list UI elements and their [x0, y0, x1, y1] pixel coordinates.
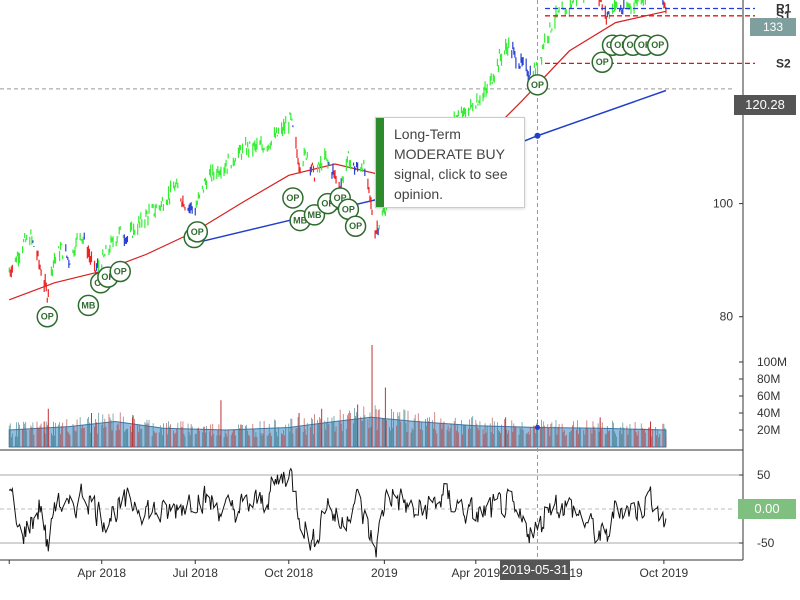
volume-cursor-dot	[534, 424, 540, 430]
signal-label-9: MB	[307, 210, 321, 220]
signal-label-6: OP	[191, 227, 204, 237]
signal-tooltip-accent	[376, 118, 384, 207]
price-axis-label-1: 100	[713, 197, 733, 211]
signal-circle-4[interactable]	[109, 260, 131, 283]
tooltip-line-4: opinion.	[394, 186, 444, 202]
signal-label-0: OP	[41, 312, 54, 322]
short-moving-average	[9, 10, 667, 301]
signal-circle-13[interactable]	[344, 215, 367, 237]
last-price-flag: 120.28	[734, 95, 796, 115]
x-axis-label-1: Apr 2018	[77, 566, 126, 580]
signal-label-4: OP	[114, 266, 127, 276]
signal-circle-1[interactable]	[77, 294, 100, 317]
signal-label-20: OP	[651, 40, 664, 50]
signal-marker-7: OP	[282, 187, 304, 209]
signal-tooltip-text: Long-Term MODERATE BUY signal, click to …	[394, 124, 520, 204]
level-label-r1: R1	[776, 1, 792, 15]
oscillator-axis-label-1: -50	[757, 536, 775, 550]
signal-circle-20[interactable]	[646, 34, 669, 56]
cursor-date-flag: 2019-05-31	[500, 560, 570, 580]
oscillator-axis-label-0: 50	[757, 468, 771, 482]
signal-label-1: MB	[81, 300, 95, 310]
signal-label-3: OP	[101, 272, 114, 282]
signal-label-8: MB	[293, 216, 307, 226]
signal-label-11: OP	[334, 193, 347, 203]
signal-label-17: OP	[614, 40, 627, 50]
signal-marker-4: OP	[109, 260, 131, 283]
signal-marker-14: OP	[526, 74, 549, 96]
price-axis-label-0: 80	[720, 310, 734, 324]
tooltip-line-2: MODERATE BUY	[394, 146, 505, 162]
signal-circle-7[interactable]	[282, 187, 304, 209]
signal-label-7: OP	[286, 193, 299, 203]
volume-axis-label-0: 100M	[757, 355, 787, 369]
signal-circle-6[interactable]	[186, 221, 209, 243]
volume-axis-label-4: 20M	[757, 423, 780, 437]
signal-marker-13: OP	[344, 215, 367, 237]
signal-label-18: OP	[627, 40, 640, 50]
oscillator-value-flag: 0.00	[738, 499, 796, 519]
signal-marker-1: MB	[77, 294, 100, 317]
volume-axis-label-3: 40M	[757, 406, 780, 420]
volume-axis-label-2: 60M	[757, 389, 780, 403]
stop-price-flag: 133	[750, 18, 796, 36]
oscillator-line	[8, 467, 667, 558]
volume-average-area	[8, 416, 667, 448]
x-axis-label-5: Apr 2019	[451, 566, 500, 580]
signal-marker-6: OP	[186, 221, 209, 243]
signal-label-10: OP	[321, 199, 334, 209]
signal-label-13: OP	[349, 221, 362, 231]
signal-label-15: OP	[596, 57, 609, 67]
signal-circle-0[interactable]	[36, 305, 59, 328]
volume-axis-label-1: 80M	[757, 372, 780, 386]
level-label-s2: S2	[776, 56, 791, 70]
x-axis-label-3: Oct 2018	[264, 566, 313, 580]
signal-circle-14[interactable]	[526, 74, 549, 96]
x-axis-label-2: Jul 2018	[173, 566, 219, 580]
signal-label-14: OP	[531, 80, 544, 90]
tooltip-line-3: signal, click to see	[394, 166, 508, 182]
signal-marker-0: OP	[36, 305, 59, 328]
signal-circle-15[interactable]	[591, 51, 613, 73]
signal-label-12: OP	[342, 204, 355, 214]
tooltip-line-1: Long-Term	[394, 126, 461, 142]
signal-marker-20: OP	[646, 34, 669, 56]
signal-marker-15: OP	[591, 51, 613, 73]
signal-tooltip[interactable]: Long-Term MODERATE BUY signal, click to …	[375, 117, 525, 208]
x-axis-label-4: 2019	[371, 566, 398, 580]
signal-marker-12: OP	[337, 198, 360, 221]
x-axis-label-7: Oct 2019	[640, 566, 689, 580]
signal-label-19: OP	[638, 40, 651, 50]
long-ma-cursor-dot	[534, 132, 541, 139]
